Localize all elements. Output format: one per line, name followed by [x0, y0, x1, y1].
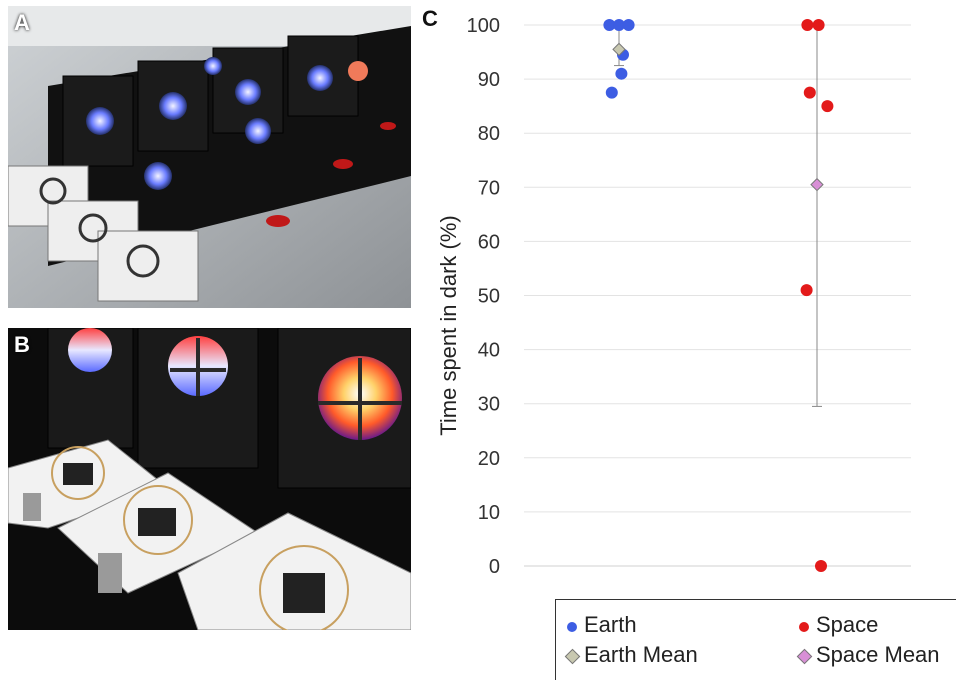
y-axis-ticks: 0 10 20 30 40 50 60 70 80 90 100	[467, 15, 500, 578]
earth_mean-point	[612, 42, 626, 57]
y-tick-label-10: 10	[478, 502, 500, 524]
earth-point-4	[615, 67, 628, 80]
space-point-2	[803, 86, 816, 99]
legend-marker-earth	[567, 622, 577, 632]
photo-b-illustration	[8, 328, 411, 630]
earth-point-1	[613, 19, 625, 31]
space-point-3	[821, 100, 834, 113]
scatter-chart: 0 10 20 30 40 50 60 70 80 90 100 Time spent in dar…	[436, 15, 911, 578]
legend-item-space-mean: Space Mean	[796, 642, 940, 668]
legend-marker-space-mean	[796, 648, 812, 665]
legend-marker-earth-mean	[564, 648, 580, 665]
legend-item-earth: Earth	[564, 612, 637, 638]
y-tick-label-30: 30	[478, 394, 500, 416]
space-point-5	[815, 560, 827, 572]
y-axis-title: Time spent in dark (%)	[436, 215, 461, 435]
earth-point-5	[605, 86, 618, 99]
photo-a-illustration	[8, 6, 411, 308]
space-point-1	[812, 19, 825, 31]
data-points	[603, 19, 834, 572]
space-point-0	[801, 19, 814, 31]
legend-label-earth: Earth	[584, 612, 637, 637]
legend-item-space: Space	[796, 612, 878, 638]
gridlines	[524, 24, 911, 513]
panel-label-c: C	[422, 6, 438, 31]
panel-label-b: B	[14, 332, 30, 357]
legend-item-earth-mean: Earth Mean	[564, 642, 698, 668]
space-point-4	[800, 284, 813, 297]
legend: Earth Earth Mean Space Space Mean	[555, 599, 956, 680]
legend-label-space-mean: Space Mean	[816, 642, 940, 667]
y-tick-label-80: 80	[478, 123, 500, 145]
y-tick-label-60: 60	[478, 231, 500, 253]
y-tick-label-40: 40	[478, 340, 500, 362]
earth-point-2	[622, 19, 635, 31]
panel-label-a: A	[14, 10, 30, 35]
y-tick-label-70: 70	[478, 177, 500, 199]
earth-point-0	[603, 19, 616, 31]
legend-label-space: Space	[816, 612, 879, 637]
y-tick-label-0: 0	[489, 556, 500, 578]
legend-marker-space	[799, 622, 809, 632]
photo-panel-a: A	[8, 6, 411, 308]
photo-panel-b: B	[8, 328, 411, 630]
y-tick-label-90: 90	[478, 69, 500, 91]
y-tick-label-100: 100	[467, 15, 500, 37]
y-tick-label-50: 50	[478, 286, 500, 308]
y-tick-label-20: 20	[478, 448, 500, 470]
space_mean-point	[810, 177, 824, 192]
legend-label-earth-mean: Earth Mean	[584, 642, 698, 667]
